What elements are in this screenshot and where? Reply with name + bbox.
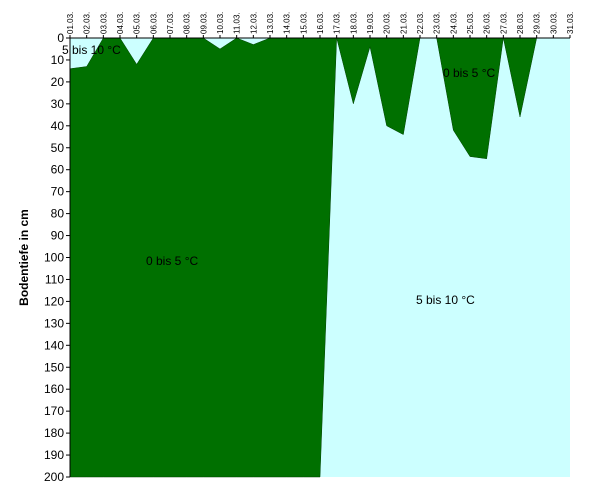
y-tick-label: 110 xyxy=(45,272,64,286)
x-tick-label: 27.03. xyxy=(499,12,508,34)
x-tick-label: 05.03. xyxy=(133,12,142,34)
x-tick-label: 15.03. xyxy=(299,12,308,34)
y-tick-label: 140 xyxy=(44,338,64,352)
x-tick-label: 31.03. xyxy=(566,12,575,34)
x-tick-label: 03.03. xyxy=(99,12,108,34)
y-tick-label: 30 xyxy=(51,97,65,111)
x-tick-label: 10.03. xyxy=(216,12,225,34)
x-tick-label: 08.03. xyxy=(183,12,192,34)
x-tick-label: 23.03. xyxy=(433,12,442,34)
x-tick-label: 02.03. xyxy=(83,12,92,34)
x-tick-label: 07.03. xyxy=(166,12,175,34)
y-tick-label: 20 xyxy=(51,75,65,89)
x-tick-label: 12.03. xyxy=(249,12,258,34)
x-tick-label: 21.03. xyxy=(399,12,408,34)
y-tick-label: 120 xyxy=(44,294,64,308)
x-tick-label: 29.03. xyxy=(533,12,542,34)
x-tick-label: 26.03. xyxy=(483,12,492,34)
x-tick-label: 06.03. xyxy=(149,12,158,34)
y-tick-label: 180 xyxy=(44,426,64,440)
x-tick-label: 20.03. xyxy=(383,12,392,34)
x-tick-label: 11.03. xyxy=(233,12,242,34)
y-tick-label: 130 xyxy=(44,316,64,330)
x-tick-label: 04.03. xyxy=(116,12,125,34)
y-tick-label: 160 xyxy=(44,382,64,396)
x-tick-label: 13.03. xyxy=(266,12,275,34)
y-tick-label: 40 xyxy=(51,119,65,133)
y-tick-label: 60 xyxy=(51,163,65,177)
x-tick-label: 17.03. xyxy=(333,12,342,34)
y-tick-label: 50 xyxy=(51,141,65,155)
y-tick-label: 90 xyxy=(51,229,65,243)
annotation-label: 5 bis 10 °C xyxy=(416,293,475,307)
y-tick-label: 170 xyxy=(44,404,64,418)
y-tick-label: 100 xyxy=(44,251,64,265)
x-tick-label: 28.03. xyxy=(516,12,525,34)
y-axis-label: Bodentiefe in cm xyxy=(17,209,31,306)
x-tick-label: 14.03. xyxy=(283,12,292,34)
x-tick-label: 24.03. xyxy=(449,12,458,34)
x-tick-label: 01.03. xyxy=(66,12,75,34)
x-tick-label: 16.03. xyxy=(316,12,325,34)
x-tick-label: 25.03. xyxy=(466,12,475,34)
y-tick-label: 0 xyxy=(57,31,64,45)
x-tick-label: 19.03. xyxy=(366,12,375,34)
x-tick-label: 22.03. xyxy=(416,12,425,34)
annotation-label: 0 bis 5 °C xyxy=(146,254,198,268)
y-tick-label: 190 xyxy=(44,448,64,462)
y-tick-label: 70 xyxy=(51,185,65,199)
x-tick-label: 30.03. xyxy=(549,12,558,34)
annotation-label: 5 bis 10 °C xyxy=(62,43,121,57)
y-tick-label: 80 xyxy=(51,207,65,221)
x-tick-label: 09.03. xyxy=(199,12,208,34)
y-tick-label: 10 xyxy=(51,53,65,67)
y-tick-label: 200 xyxy=(44,470,64,484)
annotation-label: 0 bis 5 °C xyxy=(443,66,495,80)
x-tick-label: 18.03. xyxy=(349,12,358,34)
y-tick-label: 150 xyxy=(44,360,64,374)
